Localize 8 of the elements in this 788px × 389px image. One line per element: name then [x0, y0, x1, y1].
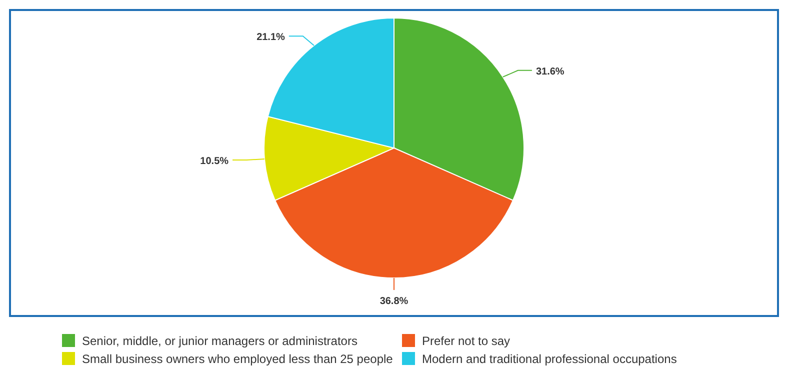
- data-label: 10.5%: [200, 156, 229, 168]
- data-label: 31.6%: [536, 66, 564, 78]
- data-label: 21.1%: [256, 32, 286, 44]
- legend-label: Small business owners who employed less than 25 people: [82, 352, 394, 366]
- legend-label: Prefer not to say: [422, 334, 510, 348]
- legend-label: Senior, middle, or junior managers or administrators: [82, 334, 358, 348]
- data-label: 36.8%: [380, 296, 408, 307]
- legend-label: Modern and traditional professional occupations: [422, 352, 677, 366]
